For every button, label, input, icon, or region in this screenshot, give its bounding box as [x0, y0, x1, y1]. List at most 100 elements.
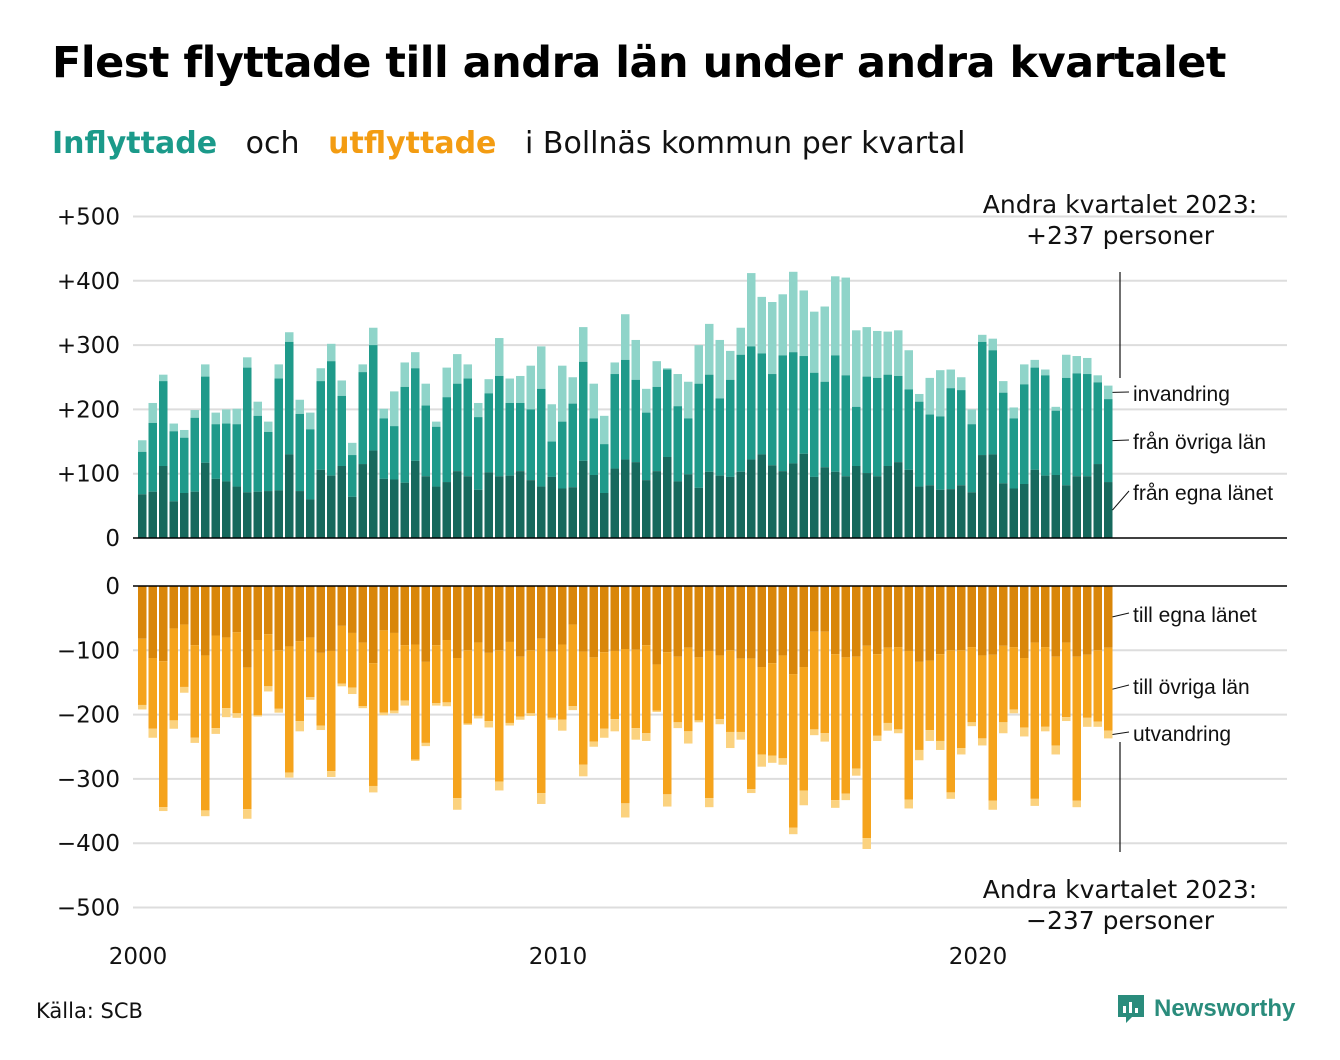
y-tick-label: +100 [57, 462, 120, 488]
bar-inflow-own-county [673, 481, 682, 538]
bar-outflow-own-county [1030, 586, 1039, 643]
bar-outflow-other-counties [264, 634, 273, 687]
y-tick-labels: +500 +400 +300 +200 +100 0 0 −100 −200 −300 −400 −5… [57, 205, 120, 922]
bar-outflow-own-county [463, 586, 472, 651]
bar-inflow-own-county [873, 476, 882, 538]
brand-logo: Newsworthy [1116, 993, 1295, 1025]
bar-inflow-own-county [610, 468, 619, 538]
y-tick-label: +500 [57, 205, 120, 231]
bar-outflow-other-counties [358, 642, 367, 707]
bar-outflow-other-counties [820, 631, 829, 734]
bar-inflow-immigration [274, 364, 283, 379]
bar-inflow-other-counties [705, 374, 714, 472]
bar-outflow-other-counties [873, 654, 882, 736]
bar-inflow-other-counties [747, 346, 756, 460]
bar-outflow-own-county [883, 586, 892, 648]
bar-outflow-other-counties [148, 658, 157, 729]
bar-inflow-immigration [967, 409, 976, 425]
bar-outflow-other-counties [201, 655, 210, 811]
bar-outflow-emigration [1051, 745, 1060, 755]
series-label-outflow: utvandring [1133, 723, 1231, 746]
bar-inflow-immigration [915, 393, 924, 402]
bar-outflow-emigration [1041, 726, 1050, 732]
bar-outflow-own-county [600, 586, 609, 653]
bar-inflow-other-counties [316, 381, 325, 470]
bar-outflow-other-counties [505, 641, 514, 723]
bar-inflow-immigration [936, 370, 945, 417]
bar-outflow-other-counties [904, 650, 913, 800]
bar-outflow-other-counties [694, 657, 703, 721]
bar-inflow-own-county [820, 467, 829, 538]
bar-inflow-own-county [831, 471, 840, 538]
bar-inflow-own-county [432, 486, 441, 538]
bar-inflow-own-county [936, 489, 945, 538]
bar-outflow-emigration [1093, 721, 1102, 727]
bar-inflow-other-counties [694, 383, 703, 488]
bar-inflow-immigration [852, 330, 861, 407]
bar-outflow-own-county [442, 586, 451, 641]
bar-inflow-other-counties [778, 355, 787, 472]
bar-inflow-other-counties [600, 444, 609, 493]
bar-outflow-other-counties [295, 641, 304, 722]
bar-inflow-immigration [1030, 359, 1039, 368]
bar-outflow-other-counties [379, 630, 388, 713]
bar-inflow-immigration [232, 408, 241, 425]
bar-inflow-other-counties [652, 386, 661, 472]
bar-outflow-own-county [684, 586, 693, 648]
y-tick-label: +300 [57, 333, 120, 359]
bar-inflow-own-county [1020, 483, 1029, 538]
bar-outflow-other-counties [348, 632, 357, 688]
bar-outflow-other-counties [967, 647, 976, 723]
bar-inflow-other-counties [411, 368, 420, 461]
bar-outflow-own-county [652, 586, 661, 665]
bar-inflow-immigration [883, 331, 892, 375]
bar-outflow-other-counties [1104, 647, 1113, 731]
bar-outflow-emigration [831, 800, 840, 808]
bar-outflow-emigration [967, 722, 976, 727]
bar-outflow-own-county [862, 586, 871, 646]
bar-outflow-own-county [411, 586, 420, 645]
bar-inflow-own-county [264, 491, 273, 538]
bar-inflow-own-county [495, 476, 504, 538]
y-tick-label: 0 [105, 526, 120, 552]
bar-inflow-immigration [946, 369, 955, 389]
bar-outflow-emigration [705, 798, 714, 808]
bar-inflow-own-county [285, 454, 294, 538]
bar-inflow-immigration [820, 306, 829, 382]
bar-outflow-emigration [232, 713, 241, 718]
bar-inflow-own-county [1009, 488, 1018, 538]
bar-inflow-other-counties [379, 418, 388, 479]
bar-outflow-own-county [190, 586, 199, 646]
bar-outflow-emigration [988, 800, 997, 810]
bar-outflow-other-counties [190, 645, 199, 738]
bar-inflow-immigration [495, 338, 504, 376]
bar-outflow-emigration [579, 764, 588, 777]
series-label-inflow: från övriga län [1133, 431, 1266, 454]
bar-outflow-other-counties [243, 667, 252, 810]
annotations: Andra kvartalet 2023:+237 personerAndra … [983, 190, 1257, 935]
bar-inflow-immigration [547, 404, 556, 442]
bar-outflow-own-county [915, 586, 924, 662]
bar-inflow-other-counties [558, 421, 567, 489]
bar-outflow-own-county [547, 586, 556, 652]
bar-outflow-other-counties [138, 638, 147, 705]
bar-outflow-emigration [316, 725, 325, 731]
bar-outflow-emigration [736, 731, 745, 740]
bar-inflow-own-county [778, 471, 787, 538]
bar-inflow-other-counties [369, 345, 378, 451]
bar-inflow-immigration [463, 364, 472, 379]
bar-outflow-emigration [589, 741, 598, 747]
bar-outflow-own-county [526, 586, 535, 651]
bar-outflow-emigration [421, 742, 430, 747]
bar-inflow-own-county [736, 471, 745, 538]
bar-inflow-other-counties [432, 426, 441, 487]
bar-inflow-immigration [421, 383, 430, 406]
bar-inflow-immigration [484, 379, 493, 394]
bar-inflow-other-counties [306, 429, 315, 500]
bar-inflow-immigration [747, 273, 756, 347]
bar-outflow-own-county [1104, 586, 1113, 648]
bar-outflow-emigration [358, 706, 367, 709]
bar-outflow-own-county [778, 586, 787, 656]
bar-outflow-other-counties [369, 663, 378, 786]
bar-inflow-immigration [957, 377, 966, 391]
